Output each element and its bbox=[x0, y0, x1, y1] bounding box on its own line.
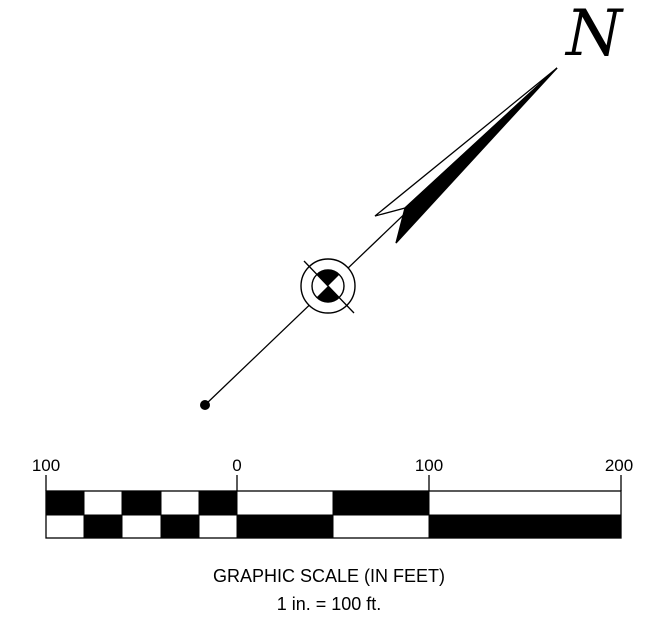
scale-segment bbox=[45, 490, 85, 516]
survey-point-icon bbox=[300, 258, 356, 314]
scale-tick-label: 100 bbox=[32, 456, 60, 475]
graphic-scale-bar: 100 0 100 200 GRAPHIC SCALE (IN FEET) 1 … bbox=[32, 456, 633, 614]
scale-bar-frame bbox=[45, 490, 622, 539]
scale-segment bbox=[160, 514, 200, 539]
scale-segment bbox=[121, 514, 162, 539]
scale-tick-label: 0 bbox=[232, 456, 241, 475]
scale-segment bbox=[428, 514, 622, 539]
scale-segment bbox=[83, 490, 123, 516]
north-arrow-head-filled bbox=[395, 67, 558, 244]
scale-caption-title: GRAPHIC SCALE (IN FEET) bbox=[213, 566, 445, 586]
scale-segment bbox=[198, 490, 238, 516]
scale-segment bbox=[236, 490, 334, 516]
scale-segment bbox=[332, 514, 430, 539]
scale-tick-label: 100 bbox=[415, 456, 443, 475]
scale-segment bbox=[332, 490, 430, 516]
scale-caption-ratio: 1 in. = 100 ft. bbox=[277, 594, 382, 614]
north-letter: N bbox=[564, 0, 624, 71]
scale-segment bbox=[121, 490, 162, 516]
scale-segment bbox=[428, 490, 622, 516]
scale-segment bbox=[236, 514, 334, 539]
scale-segment bbox=[83, 514, 123, 539]
scale-segment bbox=[198, 514, 238, 539]
scale-segment bbox=[160, 490, 200, 516]
north-arrow-base-dot bbox=[200, 400, 210, 410]
scale-tick-label: 200 bbox=[605, 456, 633, 475]
north-arrow-head-open bbox=[374, 67, 558, 217]
scale-segment bbox=[45, 514, 85, 539]
north-arrow: N bbox=[200, 0, 624, 410]
